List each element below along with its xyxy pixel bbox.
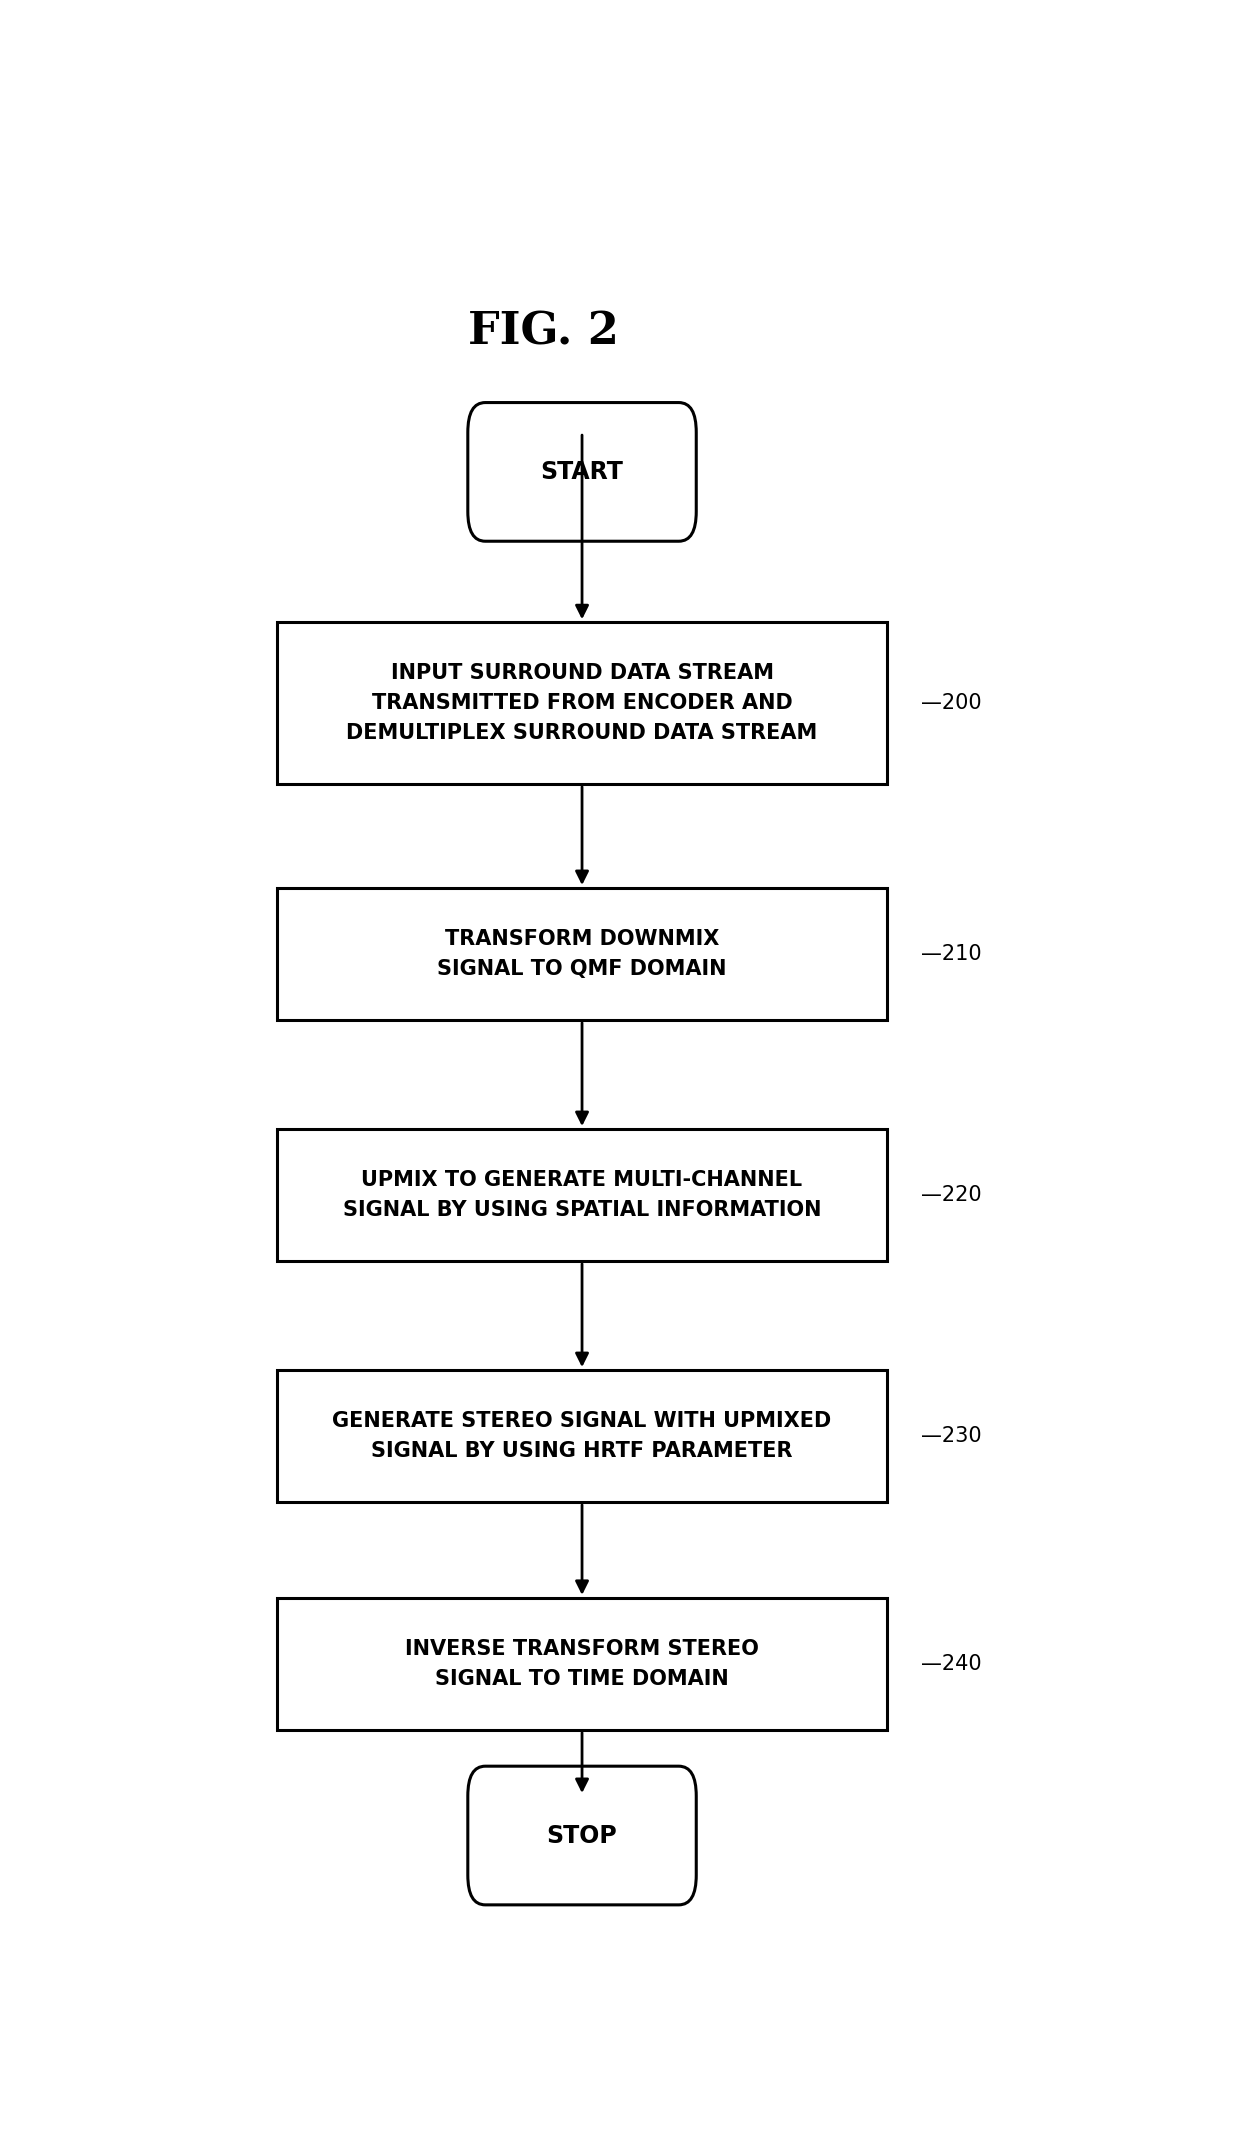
Text: —230: —230 — [921, 1426, 982, 1445]
Text: START: START — [541, 461, 623, 485]
Text: UPMIX TO GENERATE MULTI-CHANNEL
SIGNAL BY USING SPATIAL INFORMATION: UPMIX TO GENERATE MULTI-CHANNEL SIGNAL B… — [342, 1171, 822, 1220]
Text: —240: —240 — [921, 1653, 982, 1674]
Text: INPUT SURROUND DATA STREAM
TRANSMITTED FROM ENCODER AND
DEMULTIPLEX SURROUND DAT: INPUT SURROUND DATA STREAM TRANSMITTED F… — [346, 662, 818, 742]
FancyBboxPatch shape — [277, 622, 887, 785]
FancyBboxPatch shape — [277, 1370, 887, 1503]
Text: GENERATE STEREO SIGNAL WITH UPMIXED
SIGNAL BY USING HRTF PARAMETER: GENERATE STEREO SIGNAL WITH UPMIXED SIGN… — [332, 1411, 832, 1460]
FancyBboxPatch shape — [277, 888, 887, 1021]
Text: FIG. 2: FIG. 2 — [468, 311, 618, 354]
FancyBboxPatch shape — [277, 1597, 887, 1730]
FancyBboxPatch shape — [468, 1767, 696, 1904]
FancyBboxPatch shape — [468, 403, 696, 540]
Text: —210: —210 — [921, 943, 982, 965]
FancyBboxPatch shape — [277, 1130, 887, 1261]
Text: —220: —220 — [921, 1186, 982, 1205]
Text: INVERSE TRANSFORM STEREO
SIGNAL TO TIME DOMAIN: INVERSE TRANSFORM STEREO SIGNAL TO TIME … — [405, 1638, 759, 1689]
Text: —200: —200 — [921, 693, 982, 714]
Text: STOP: STOP — [547, 1825, 617, 1848]
Text: TRANSFORM DOWNMIX
SIGNAL TO QMF DOMAIN: TRANSFORM DOWNMIX SIGNAL TO QMF DOMAIN — [437, 928, 727, 980]
